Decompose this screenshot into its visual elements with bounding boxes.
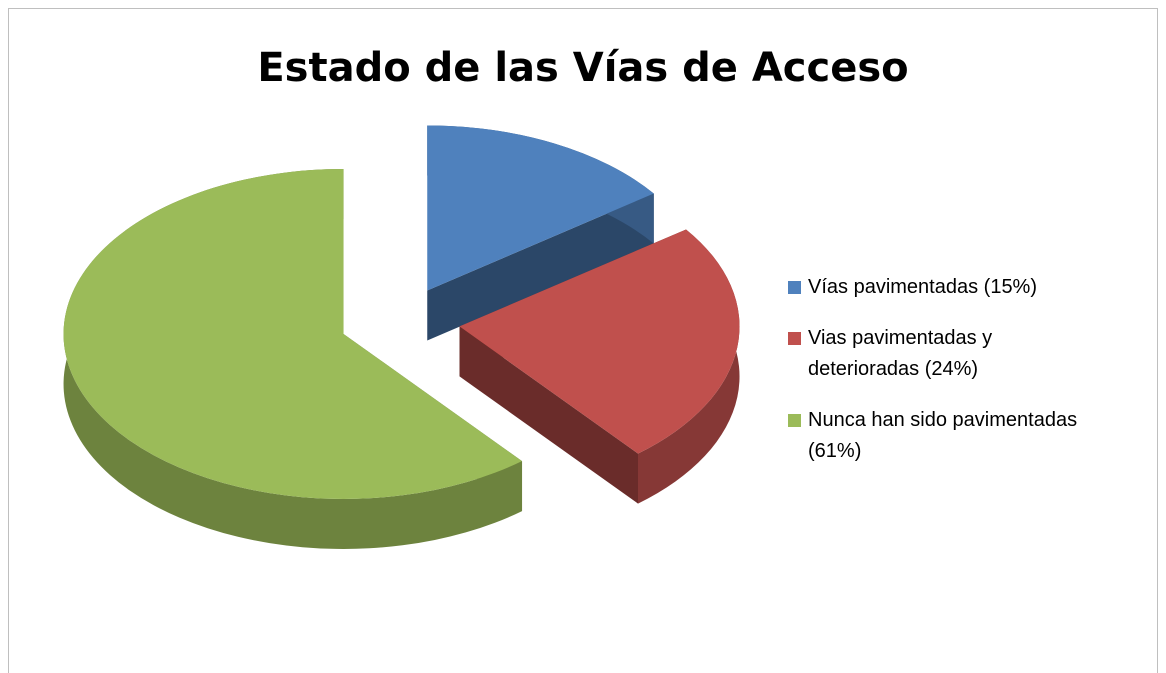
legend-item: Nunca han sido pavimentadas (61%) <box>788 405 1128 467</box>
legend-item: Vías pavimentadas (15%) <box>788 272 1128 303</box>
legend-label: Nunca han sido pavimentadas (61%) <box>808 409 1078 462</box>
legend-swatch <box>788 281 801 294</box>
legend: Vías pavimentadas (15%) Vias pavimentadas… <box>788 272 1128 487</box>
pie-slice <box>63 168 523 499</box>
legend-label: Vias pavimentadas y deterioradas (24%) <box>808 327 993 380</box>
slice-side-face <box>459 326 639 504</box>
chart-title: Estado de las Vías de Acceso <box>257 45 908 91</box>
pie-tops <box>63 125 740 499</box>
legend-swatch <box>788 332 801 345</box>
pie-slice <box>459 229 740 454</box>
slice-side-face <box>427 193 654 341</box>
legend-label: Vías pavimentadas (15%) <box>808 276 1038 298</box>
legend-item: Vias pavimentadas y deterioradas (24%) <box>788 323 1128 385</box>
slice-wall <box>63 168 523 549</box>
legend-swatch <box>788 414 801 427</box>
pie-slice <box>427 125 654 291</box>
